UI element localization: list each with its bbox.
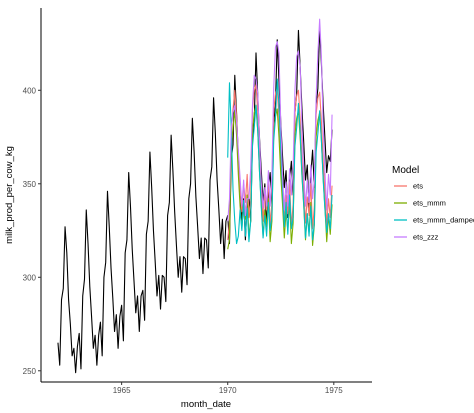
series-line-ets-zzz <box>227 18 333 222</box>
y-axis-title: milk_prod_per_cow_kg <box>4 146 15 244</box>
legend-label: ets_mmm_damped <box>413 216 474 225</box>
x-axis-ticks: 1965 1970 1975 <box>113 382 343 395</box>
y-tick-label: 400 <box>23 86 37 95</box>
x-tick-label: 1965 <box>113 386 131 395</box>
legend-label: ets <box>413 182 423 191</box>
x-tick-label: 1970 <box>219 386 237 395</box>
plot-panel: 250 300 350 400 1965 1970 1975 <box>23 8 372 395</box>
legend-item: ets_mmm_damped <box>394 216 474 225</box>
legend-title: Model <box>392 165 419 176</box>
legend-label: ets_mmm <box>413 199 446 208</box>
y-tick-label: 300 <box>23 273 37 282</box>
x-axis-title: month_date <box>181 399 231 410</box>
x-tick-label: 1975 <box>325 386 343 395</box>
legend-item: ets <box>394 182 423 191</box>
y-axis-ticks: 250 300 350 400 <box>23 86 41 376</box>
legend-items: ets ets_mmm ets_mmm_damped ets_zzz <box>394 182 474 242</box>
legend-label: ets_zzz <box>413 233 439 242</box>
y-tick-label: 250 <box>23 367 37 376</box>
legend: Model ets ets_mmm ets_mmm_damped ets_zzz <box>392 165 474 242</box>
y-tick-label: 350 <box>23 180 37 189</box>
series-line-observed <box>57 26 333 374</box>
legend-item: ets_zzz <box>394 233 439 242</box>
series-line-ets-mmm-damped <box>227 78 333 245</box>
series-group <box>57 18 333 374</box>
legend-item: ets_mmm <box>394 199 446 208</box>
